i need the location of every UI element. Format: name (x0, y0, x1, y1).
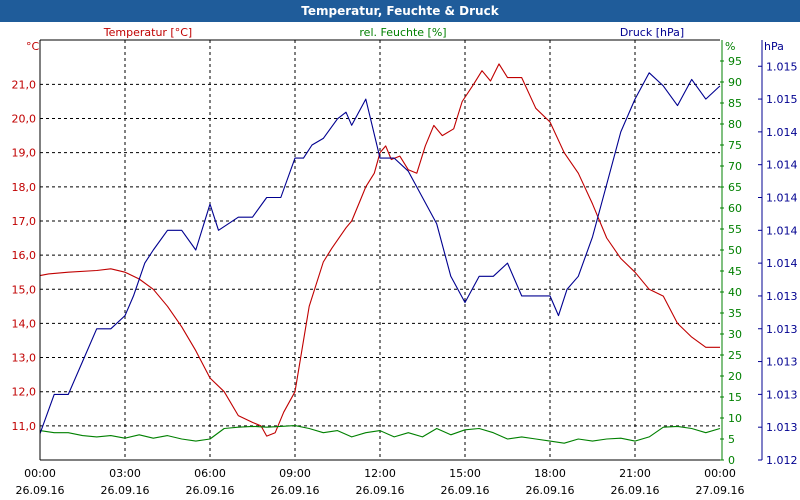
y-right-humidity-tick: 45 (728, 265, 742, 278)
legend-humidity: rel. Feuchte [%] (359, 26, 446, 39)
y-right-humidity-tick: 40 (728, 286, 742, 299)
x-tick-time: 00:00 (704, 467, 736, 480)
x-tick-time: 12:00 (364, 467, 396, 480)
chart-title: Temperatur, Feuchte & Druck (0, 0, 800, 22)
y-right-pressure-tick: 1.014 (766, 224, 798, 237)
y-right-humidity-tick: 75 (728, 139, 742, 152)
y-left-tick: 19,0 (12, 147, 37, 160)
x-tick-date: 26.09.16 (186, 484, 235, 497)
y-right-humidity-tick: 35 (728, 307, 742, 320)
grid (40, 40, 720, 460)
axis-labels: 00:00 26.09.16 03:00 26.09.16 06:00 26.09.16 0… (12, 26, 798, 497)
x-tick-time: 00:00 (24, 467, 56, 480)
y-left-tick: 15,0 (12, 283, 37, 296)
y-right-pressure-tick: 1.013 (766, 421, 798, 434)
y-right-humidity-tick: 15 (728, 391, 742, 404)
y-right-pressure-tick: 1.015 (766, 60, 798, 73)
y-left-tick: 20,0 (12, 113, 37, 126)
y-left-tick: 16,0 (12, 249, 37, 262)
x-tick-time: 03:00 (109, 467, 141, 480)
y-right-humidity-tick: 0 (728, 454, 735, 467)
x-tick-date: 26.09.16 (271, 484, 320, 497)
y-right-humidity-tick: 5 (728, 433, 735, 446)
x-tick-date: 27.09.16 (696, 484, 745, 497)
legend-pressure: Druck [hPa] (620, 26, 684, 39)
y-right-pressure-tick: 1.013 (766, 290, 798, 303)
y-left-tick: 12,0 (12, 386, 37, 399)
y-right-pressure-tick: 1.014 (766, 159, 798, 172)
series-group (39, 63, 721, 444)
x-tick-date: 26.09.16 (611, 484, 660, 497)
plot-frame (39, 39, 763, 461)
x-tick-time: 06:00 (194, 467, 226, 480)
y-left-tick: 13,0 (12, 352, 37, 365)
y-right-humidity-tick: 65 (728, 181, 742, 194)
x-tick-date: 26.09.16 (356, 484, 405, 497)
x-tick-time: 21:00 (619, 467, 651, 480)
y-right-pressure-tick: 1.013 (766, 356, 798, 369)
y-left-tick: 18,0 (12, 181, 37, 194)
y-right-humidity-tick: 20 (728, 370, 742, 383)
y-right-humidity-tick: 85 (728, 97, 742, 110)
x-tick-time: 09:00 (279, 467, 311, 480)
humidity-unit-label: % (725, 40, 735, 53)
x-tick-time: 18:00 (534, 467, 566, 480)
y-right-pressure-tick: 1.014 (766, 192, 798, 205)
y-right-pressure-tick: 1.014 (766, 257, 798, 270)
temperature-line (39, 63, 720, 437)
y-right-humidity-tick: 70 (728, 160, 742, 173)
y-left-tick: 11,0 (12, 420, 37, 433)
pressure-line (39, 72, 721, 434)
y-right-pressure-tick: 1.013 (766, 323, 798, 336)
y-right-humidity-tick: 55 (728, 223, 742, 236)
x-tick-date: 26.09.16 (16, 484, 65, 497)
y-left-tick: 17,0 (12, 215, 37, 228)
x-tick-time: 15:00 (449, 467, 481, 480)
y-right-humidity-tick: 30 (728, 328, 742, 341)
y-right-humidity-tick: 90 (728, 76, 742, 89)
legend-temperature: Temperatur [°C] (103, 26, 192, 39)
humidity-line (39, 425, 721, 444)
y-right-humidity-tick: 50 (728, 244, 742, 257)
y-right-humidity-tick: 25 (728, 349, 742, 362)
y-left-tick: 14,0 (12, 317, 37, 330)
y-right-pressure-tick: 1.012 (766, 454, 798, 467)
temperature-unit-label: °C (26, 40, 40, 53)
y-right-pressure-tick: 1.014 (766, 126, 798, 139)
y-right-humidity-tick: 95 (728, 55, 742, 68)
x-tick-date: 26.09.16 (526, 484, 575, 497)
pressure-unit-label: hPa (764, 40, 784, 53)
x-tick-date: 26.09.16 (441, 484, 490, 497)
y-right-pressure-tick: 1.013 (766, 388, 798, 401)
y-right-humidity-tick: 80 (728, 118, 742, 131)
x-tick-date: 26.09.16 (101, 484, 150, 497)
y-right-humidity-tick: 10 (728, 412, 742, 425)
y-left-tick: 21,0 (12, 78, 37, 91)
y-right-pressure-tick: 1.015 (766, 93, 798, 106)
y-right-humidity-tick: 60 (728, 202, 742, 215)
